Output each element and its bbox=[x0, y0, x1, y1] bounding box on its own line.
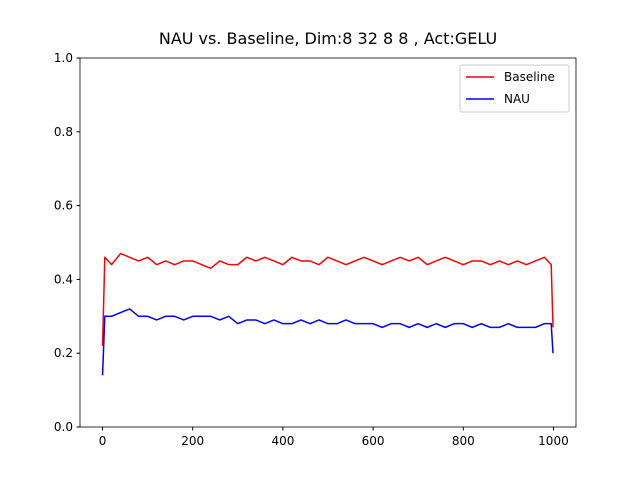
y-tick-label: 0.4 bbox=[54, 272, 73, 286]
y-tick-label: 1.0 bbox=[54, 51, 73, 65]
y-tick-label: 0.6 bbox=[54, 199, 73, 213]
legend-label: NAU bbox=[504, 92, 530, 106]
plot-frame bbox=[79, 57, 577, 428]
y-tick-label: 0.8 bbox=[54, 125, 73, 139]
y-tick-label: 0.0 bbox=[54, 420, 73, 434]
x-tick-label: 200 bbox=[181, 434, 204, 448]
chart-title: NAU vs. Baseline, Dim:8 32 8 8 , Act:GEL… bbox=[159, 29, 497, 48]
x-tick-label: 400 bbox=[271, 434, 294, 448]
x-tick-label: 0 bbox=[99, 434, 107, 448]
x-tick-label: 800 bbox=[452, 434, 475, 448]
legend-label: Baseline bbox=[504, 70, 555, 84]
series-line bbox=[101, 308, 554, 376]
x-tick-label: 1000 bbox=[538, 434, 569, 448]
series-line bbox=[101, 252, 554, 346]
y-tick-label: 0.2 bbox=[54, 346, 73, 360]
x-tick-label: 600 bbox=[362, 434, 385, 448]
